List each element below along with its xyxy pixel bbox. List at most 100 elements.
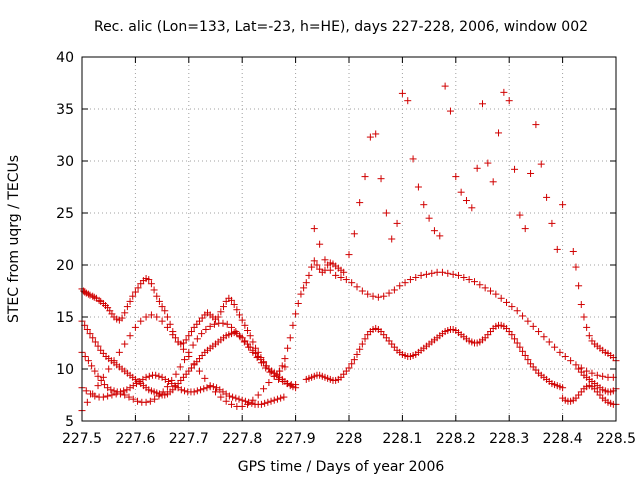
data-point [233, 306, 241, 314]
y-tick-label: 30 [56, 154, 74, 170]
data-point [131, 323, 139, 331]
data-point [388, 235, 396, 243]
data-point [366, 133, 374, 141]
data-point [110, 357, 118, 365]
data-point [497, 294, 505, 302]
data-point [489, 178, 497, 186]
data-point [345, 251, 353, 259]
data-point [310, 257, 318, 265]
data-point [516, 211, 524, 219]
data-point [583, 323, 591, 331]
data-point [428, 269, 436, 277]
x-axis-ticks: 227.5 227.6 227.7 227.8 227.9 228 228.1 228.2 22… [62, 57, 636, 447]
data-point [294, 299, 302, 307]
data-point [100, 381, 108, 389]
data-point [182, 336, 190, 344]
data-point [454, 271, 462, 279]
data-point [409, 155, 417, 163]
data-point [585, 332, 593, 340]
data-point [197, 386, 205, 394]
data-point [108, 391, 116, 399]
data-point [152, 371, 160, 379]
x-tick-label: 228 [336, 431, 363, 447]
data-point [153, 292, 161, 300]
data-point [280, 393, 288, 401]
data-point [245, 343, 253, 351]
data-point [279, 377, 287, 385]
data-point [153, 313, 161, 321]
data-point [189, 341, 197, 349]
data-point [147, 280, 155, 288]
data-point [358, 287, 366, 295]
data-point [382, 209, 390, 217]
data-point [82, 387, 90, 395]
data-point [356, 345, 364, 353]
data-point [462, 197, 470, 205]
data-point [364, 290, 372, 298]
data-point [94, 342, 102, 350]
data-point [249, 338, 257, 346]
data-point [484, 159, 492, 167]
data-point [332, 271, 340, 279]
data-point [406, 276, 414, 284]
data-point [569, 247, 577, 255]
data-point [438, 268, 446, 276]
y-tick-label: 10 [56, 362, 74, 378]
data-point [412, 273, 420, 281]
data-points [78, 82, 620, 415]
data-point [473, 164, 481, 172]
data-point [283, 380, 291, 388]
data-point [313, 261, 321, 269]
data-point [187, 328, 195, 336]
y-tick-label: 25 [56, 206, 74, 222]
data-point [155, 297, 163, 305]
x-tick-label: 227.7 [169, 431, 209, 447]
data-point [457, 188, 465, 196]
data-point [228, 323, 236, 331]
data-point [91, 367, 99, 375]
data-point [134, 397, 142, 405]
data-point [84, 290, 92, 298]
data-point [345, 364, 353, 372]
data-point [185, 353, 193, 361]
data-point [444, 269, 452, 277]
data-point [228, 400, 236, 408]
y-tick-label: 40 [56, 50, 74, 66]
x-tick-label: 227.9 [276, 431, 316, 447]
data-point [201, 374, 209, 382]
data-point [460, 273, 468, 281]
data-point [358, 340, 366, 348]
data-point [212, 388, 219, 396]
data-point [326, 266, 334, 274]
data-point [452, 173, 460, 181]
data-point [465, 276, 473, 284]
x-tick-label: 228.3 [489, 431, 529, 447]
data-point [372, 130, 380, 138]
data-point [235, 395, 243, 403]
data-point [266, 368, 274, 376]
data-point [147, 311, 155, 319]
data-point [241, 321, 249, 329]
data-point [142, 313, 150, 321]
data-point [273, 395, 281, 403]
data-point [219, 319, 227, 327]
data-point [492, 290, 500, 298]
data-point [396, 282, 404, 290]
x-tick-label: 227.6 [115, 431, 155, 447]
data-point [553, 245, 561, 253]
data-point [163, 313, 171, 321]
data-point [281, 355, 289, 363]
data-point [487, 287, 495, 295]
y-axis-title: STEC from uqrg / TECUs [6, 155, 22, 323]
data-point [193, 335, 201, 343]
data-point [163, 323, 171, 331]
data-point [374, 293, 382, 301]
data-point [559, 201, 567, 209]
data-point [588, 369, 596, 377]
data-point [240, 338, 248, 346]
y-tick-label: 35 [56, 102, 74, 118]
data-point [275, 375, 283, 383]
data-point [337, 273, 345, 281]
data-point [308, 263, 316, 271]
